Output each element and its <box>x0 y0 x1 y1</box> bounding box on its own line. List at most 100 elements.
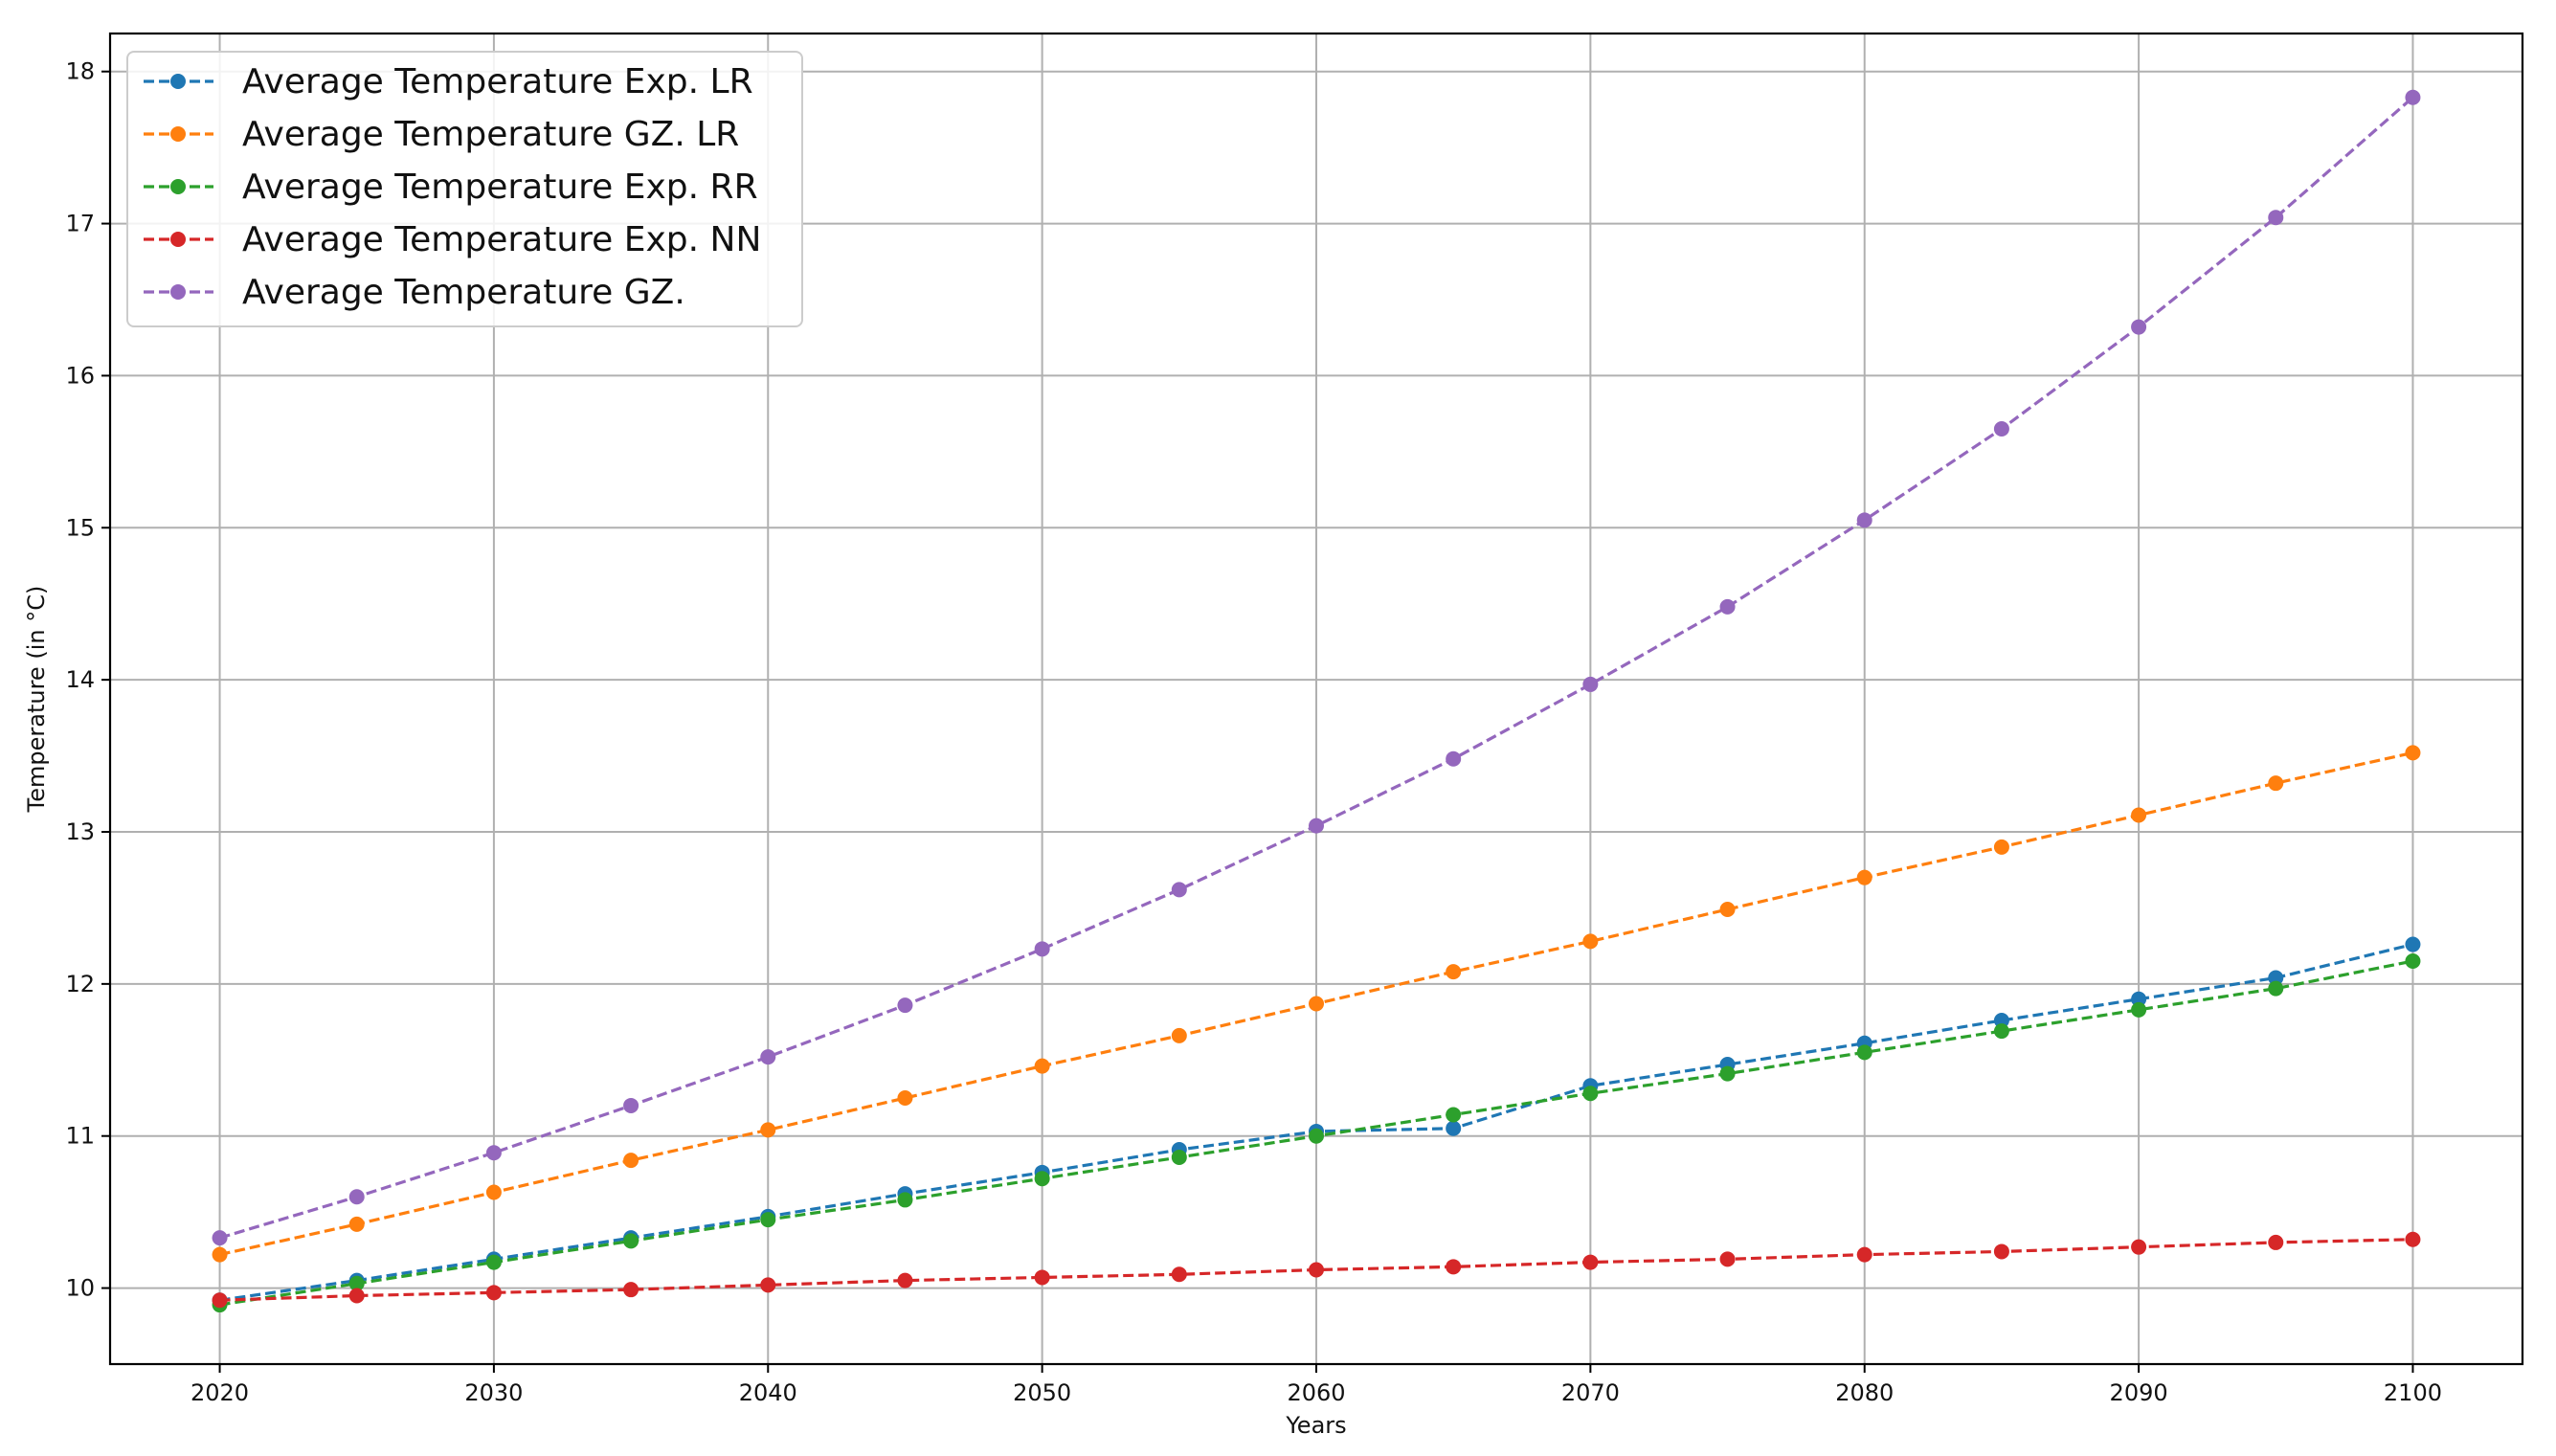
series-5 <box>212 89 2421 1246</box>
y-tick-label: 16 <box>65 362 95 389</box>
data-point <box>623 1153 639 1169</box>
data-point <box>1856 1246 1872 1263</box>
data-point <box>1719 902 1736 918</box>
legend-marker <box>170 179 186 194</box>
data-point <box>2405 936 2421 952</box>
legend-label: Average Temperature GZ. <box>242 273 685 312</box>
y-tick-label: 12 <box>65 971 95 997</box>
data-point <box>623 1097 639 1113</box>
data-point <box>212 1292 228 1309</box>
x-tick-label: 2090 <box>2110 1379 2168 1406</box>
data-point <box>2268 1234 2284 1250</box>
series-2 <box>212 745 2421 1263</box>
data-point <box>2268 775 2284 792</box>
data-point <box>1446 1120 1462 1136</box>
data-point <box>1719 598 1736 615</box>
data-point <box>348 1275 365 1291</box>
legend-item: Average Temperature Exp. NN <box>144 220 761 259</box>
data-point <box>348 1216 365 1232</box>
data-point <box>212 1246 228 1263</box>
x-tick-label: 2040 <box>739 1379 797 1406</box>
data-point <box>1582 933 1599 950</box>
data-point <box>760 1049 776 1065</box>
data-point <box>1309 996 1324 1012</box>
data-point <box>2131 807 2147 823</box>
data-point <box>760 1212 776 1228</box>
data-point <box>2131 1001 2147 1018</box>
data-point <box>1034 1269 1050 1286</box>
legend-marker <box>170 126 186 142</box>
data-point <box>1856 869 1872 885</box>
legend-item: Average Temperature GZ. <box>144 273 685 312</box>
data-point <box>485 1184 502 1200</box>
y-tick-label: 11 <box>65 1123 95 1150</box>
x-tick-label: 2080 <box>1835 1379 1894 1406</box>
data-point <box>897 1272 913 1288</box>
y-axis-label: Temperature (in °C) <box>23 586 50 814</box>
data-point <box>1171 1027 1187 1043</box>
data-point <box>1993 1012 2009 1028</box>
legend-marker <box>170 232 186 247</box>
data-point <box>1446 1107 1462 1123</box>
data-point <box>2131 319 2147 335</box>
legend: Average Temperature Exp. LR Average Tempe… <box>126 51 803 327</box>
axes: 2020 2030 2040 2050 2060 2070 2080 2090 2100 10 11… <box>65 58 2442 1406</box>
data-point <box>623 1233 639 1249</box>
data-point <box>1446 750 1462 767</box>
data-point <box>1993 1243 2009 1260</box>
y-tick-label: 13 <box>65 818 95 845</box>
data-point <box>1446 1259 1462 1275</box>
x-tick-label: 2070 <box>1561 1379 1620 1406</box>
data-point <box>1856 1044 1872 1061</box>
legend-box <box>126 51 803 327</box>
data-point <box>1034 1058 1050 1074</box>
data-point <box>1582 676 1599 692</box>
legend-label: Average Temperature Exp. RR <box>242 168 758 207</box>
data-point <box>623 1282 639 1298</box>
data-point <box>897 1192 913 1208</box>
data-point <box>2131 991 2147 1007</box>
data-point <box>1034 941 1050 957</box>
data-point <box>2405 953 2421 970</box>
legend-label: Average Temperature GZ. LR <box>242 115 739 154</box>
x-tick-label: 2050 <box>1013 1379 1071 1406</box>
y-tick-label: 18 <box>65 58 95 85</box>
data-point <box>2268 970 2284 986</box>
data-point <box>897 997 913 1014</box>
data-point <box>2405 1231 2421 1247</box>
data-point <box>1993 421 2009 437</box>
y-tick-label: 10 <box>65 1275 95 1302</box>
legend-item: Average Temperature Exp. RR <box>144 168 758 207</box>
data-point <box>1309 1128 1324 1144</box>
x-tick-label: 2060 <box>1287 1379 1345 1406</box>
x-axis-label: Years <box>1285 1412 1346 1439</box>
series-4 <box>212 1231 2421 1309</box>
legend-marker <box>170 74 186 89</box>
data-point <box>1993 839 2009 855</box>
data-point <box>1171 1149 1187 1165</box>
data-point <box>1171 882 1187 898</box>
series-layer <box>212 89 2421 1313</box>
data-point <box>2268 210 2284 226</box>
data-point <box>348 1189 365 1205</box>
legend-item: Average Temperature GZ. LR <box>144 115 739 154</box>
data-point <box>1993 1023 2009 1040</box>
x-tick-label: 2020 <box>191 1379 249 1406</box>
data-point <box>897 1090 913 1106</box>
data-point <box>760 1277 776 1293</box>
data-point <box>2405 745 2421 761</box>
data-point <box>1856 512 1872 528</box>
data-point <box>1171 1266 1187 1283</box>
data-point <box>2405 89 2421 105</box>
data-point <box>760 1122 776 1138</box>
x-tick-label: 2030 <box>464 1379 523 1406</box>
data-point <box>2131 1239 2147 1255</box>
data-point <box>348 1288 365 1304</box>
x-tick-label: 2100 <box>2384 1379 2442 1406</box>
data-point <box>1582 1254 1599 1270</box>
data-point <box>485 1254 502 1270</box>
data-point <box>212 1230 228 1246</box>
legend-item: Average Temperature Exp. LR <box>144 62 753 101</box>
y-tick-label: 14 <box>65 666 95 693</box>
